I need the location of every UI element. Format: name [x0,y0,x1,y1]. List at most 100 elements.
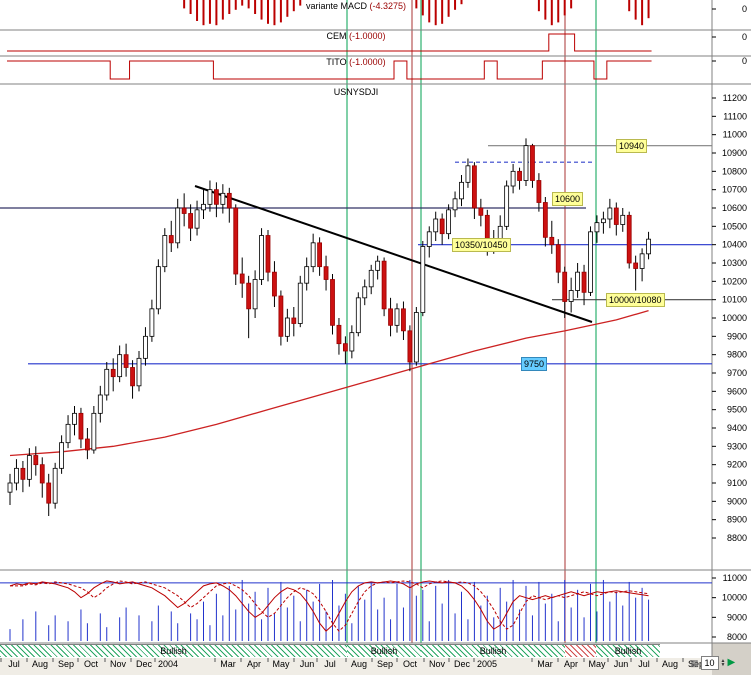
price-axis-label: 9600 [727,386,747,396]
trend-band-label: Bullish [479,646,507,656]
candle-body [401,308,406,332]
osc-axis-label: 10000 [722,593,747,603]
macd-label: variante MACD [305,1,367,11]
bar-spacing-box[interactable]: 10 [700,656,719,670]
candle-body [575,271,580,291]
candle-body [459,181,464,200]
candle-body [330,279,335,326]
candle-body [20,467,26,480]
candle-body [581,271,587,293]
candle-body [272,271,277,297]
candle-body [530,145,535,181]
candle-body [594,222,600,233]
price-axis-label: 10800 [722,166,747,176]
candle-body [85,438,90,451]
candle-body [317,242,323,268]
candle-body [65,423,71,444]
bar-spacing-value: 10 [704,658,715,668]
spinner-arrows-icon[interactable]: ▲ ▼ [720,658,726,668]
candle-body [123,354,129,368]
candle-body [26,455,32,480]
indicator-zero-label: 0 [742,4,747,14]
price-level-label-9750[interactable]: 9750 [521,357,548,371]
candle-body [246,282,252,310]
candle-body [239,273,245,284]
price-axis-label: 9700 [727,368,747,378]
candle-body [97,394,103,414]
osc-line [9,580,649,632]
candle-body [342,343,348,352]
price-axis-label: 11100 [723,111,747,121]
candle-body [426,231,432,247]
macd-value: (-4.3275) [369,1,407,11]
price-axis-label: 10100 [722,295,747,305]
candle-body [168,235,174,244]
price-axis-label: 11000 [723,130,747,140]
candle-body [323,266,329,280]
month-label: May [588,659,606,669]
osc-signal-line [10,580,649,632]
tito-value: (-1.0000) [349,57,386,67]
candle-body [446,209,452,235]
candle-body [633,262,639,269]
symbol-label: USNYSDJI [333,87,379,97]
price-level-label-10000-10080[interactable]: 10000/10080 [606,293,665,307]
price-axis-label: 9900 [727,331,747,341]
trendline[interactable] [194,185,593,323]
month-label: Sep [377,659,393,669]
candle-body [588,231,593,293]
cem-line [7,33,652,52]
month-label: May [272,659,290,669]
month-label: Mar [220,659,236,669]
candle-body [420,246,426,313]
indicator-zero-label: 0 [742,32,747,42]
candle-body [14,467,19,484]
price-axis-label: 10200 [722,276,747,286]
candle-body [59,442,64,469]
candle-body [388,308,393,326]
month-label: Apr [247,659,261,669]
candle-body [349,332,355,352]
candle-body [471,165,477,209]
candle-body [226,192,232,209]
price-axis-label: 8900 [727,515,747,525]
candle-body [510,170,516,187]
price-axis-label: 10700 [722,185,747,195]
price-axis-label: 9000 [727,496,747,506]
candle-body [355,297,361,334]
month-label: Aug [662,659,678,669]
month-label: Aug [32,659,48,669]
bar-spacing-control[interactable]: ▦ 10 ▲ ▼ ▶ [690,656,735,670]
candle-body [201,203,206,211]
price-level-label-10350-10450[interactable]: 10350/10450 [452,238,511,252]
candle-body [46,482,52,504]
candle-body [562,271,568,302]
trend-band-bullish: Bullish [0,644,347,657]
month-label: 2005 [477,659,497,669]
month-label: Sep [688,659,704,669]
cem-panel-title: CEM (-1.0000) [0,31,712,41]
month-label: Aug [351,659,367,669]
price-axis-label: 9300 [727,441,747,451]
osc-axis-label: 9000 [727,612,747,622]
candle-body [297,282,303,324]
month-label: Jun [614,659,629,669]
price-axis-label: 9100 [727,478,747,488]
candle-body [252,279,258,310]
candle-body [175,207,181,244]
price-level-label-10940[interactable]: 10940 [616,139,648,153]
price-axis-label: 10300 [722,258,747,268]
price-level-label-10600[interactable]: 10600 [552,192,584,206]
osc-axis-label: 8000 [727,632,747,642]
candle-body [555,244,561,273]
trend-band-bearish [565,644,596,657]
candle-body [536,180,542,203]
candle-body [130,367,135,387]
candle-body [213,189,219,205]
forward-arrow-icon[interactable]: ▶ [727,657,736,668]
candle-body [394,308,400,326]
candle-body [194,209,200,229]
candle-body [7,482,13,493]
